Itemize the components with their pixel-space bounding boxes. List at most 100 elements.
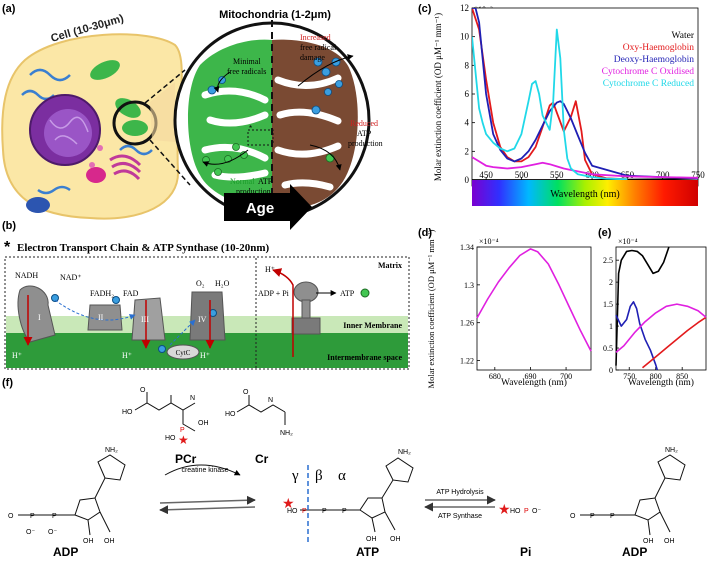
h-plus-label-3: H⁺ (200, 351, 210, 360)
inner-membrane-label: Inner Membrane (343, 321, 402, 330)
x-tick-label: 500 (515, 170, 529, 180)
panel-c-legend: Water Oxy-Haemoglobin Deoxy-Haemoglobin Cyt… (602, 31, 695, 89)
electron-path (169, 319, 196, 346)
y-tick-label: 2 (609, 278, 613, 287)
y-tick-label: 12 (460, 3, 469, 13)
atp-synthase-label: ATP Synthase (438, 513, 482, 520)
chromatin (49, 116, 89, 145)
matrix-label: Matrix (378, 261, 402, 270)
panel-e: (e) ×10⁻⁴ 750 800 850 0 0.5 1 1.5 2 2.5 Waveleng… (598, 227, 707, 388)
reduced-label-2: ATP (357, 129, 372, 138)
panel-e-series (615, 246, 707, 371)
free-radicals (207, 57, 343, 115)
h-plus-label-2: H⁺ (122, 351, 132, 360)
ck-forward-arrow (159, 495, 256, 505)
etc-star: * (249, 124, 252, 133)
atp-structure (300, 457, 414, 533)
x-tick-label: 850 (676, 372, 688, 381)
golgi-apparatus (109, 154, 142, 181)
series-line-oxy-haemoglobin (641, 316, 707, 369)
arrow-radicals (297, 54, 354, 87)
zoom-line (149, 139, 191, 186)
normal-label-3: production (236, 187, 271, 196)
cr-structure (236, 395, 286, 425)
fad-label: FAD (123, 289, 139, 298)
age-arrow (224, 184, 312, 230)
cr-label: Cr (255, 452, 269, 466)
panel-d-series (476, 248, 592, 352)
arrow-radicals (213, 71, 231, 93)
cell-mitochondrion (122, 120, 148, 136)
x-tick-label: 680 (489, 372, 501, 381)
normal-label-1: Normal (230, 177, 255, 186)
legend-entry: Deoxy-Haemoglobin (614, 55, 694, 65)
pi-om: O⁻ (532, 508, 541, 515)
increased-label-2: free radical (300, 43, 337, 52)
adp-right-label: ADP (622, 545, 647, 559)
zoom-beam (150, 82, 175, 142)
complex-4-label: IV (198, 315, 207, 324)
atp-oh1: OH (366, 536, 377, 543)
age-label: Age (246, 200, 274, 217)
panel-d-ylabel: Molar extinction coefficient (OD μM⁻¹ mm… (426, 229, 436, 388)
panel-b-label: (b) (2, 220, 16, 232)
y-tick-label: 1.5 (603, 300, 613, 309)
beta-label: β (315, 468, 323, 484)
h-plus-label-4: H⁺ (265, 265, 275, 274)
creatine-kinase-curve (164, 464, 241, 476)
legend-entry: Oxy-Haemoglobin (623, 43, 694, 53)
electron (158, 345, 166, 353)
panel-c-label: (c) (418, 3, 432, 15)
endoplasmic-reticulum (21, 68, 153, 195)
legend-entry: Water (672, 31, 695, 41)
arrow-atp (309, 144, 342, 171)
panel-f-label: (f) (2, 377, 13, 389)
cr-o: O (243, 389, 249, 396)
panel-d-ticks: 680 690 700 1.22 1.26 1.3 1.34 (460, 243, 572, 381)
pi-ho: HO (510, 508, 521, 515)
alpha-label: α (338, 468, 346, 484)
nad-label: NAD⁺ (60, 273, 82, 282)
legend-entry: Cytochrome C Oxidised (602, 67, 695, 77)
panel-c: (c) *10⁻³ 450500550600650700750024681012… (418, 3, 705, 206)
adp-left-nh2: NH₂ (105, 447, 118, 454)
vesicle (89, 162, 95, 168)
pcr-star-icon: ★ (178, 433, 189, 447)
pcr-p: P (180, 427, 185, 434)
pcr-o: O (140, 387, 146, 394)
aged-cristae (274, 74, 342, 191)
panel-e-multiplier: ×10⁻⁴ (618, 237, 638, 246)
h-plus-label-1: H⁺ (12, 351, 22, 360)
cytochrome-c (166, 344, 200, 360)
series-line-cytochrome-c-oxidised (476, 248, 592, 352)
y-tick-label: 4 (465, 118, 470, 128)
o2-label: O₂ (196, 279, 205, 288)
adp-left-oh1: OH (83, 538, 94, 545)
h2o-label: H₂O (215, 279, 230, 288)
complex-2-label: II (98, 313, 104, 322)
ck-reverse-arrow (159, 505, 256, 515)
reduced-label-1: Reduced (350, 119, 378, 128)
lysosome (26, 197, 50, 213)
atp-nh2: NH₂ (398, 449, 411, 456)
series-line-deoxy-haemoglobin (615, 301, 659, 371)
adp-right-oh2: OH (664, 538, 675, 545)
adp-left-om1: O⁻ (26, 529, 35, 536)
panel-c-xlabel: Wavelength (nm) (550, 189, 619, 200)
complex-3 (131, 297, 166, 341)
pcr-oh: OH (198, 420, 209, 427)
pcr-ho2: HO (165, 435, 176, 442)
y-tick-label: 10 (460, 32, 470, 42)
vesicle (86, 167, 106, 183)
atp-ho: HO (287, 508, 298, 515)
y-tick-label: 2.5 (603, 256, 613, 265)
zoom-line (144, 69, 186, 104)
increased-label-3: damage (300, 53, 325, 62)
panel-a: (a) Cell (10-30μm) (1, 3, 383, 230)
adp-left-o1: O (8, 513, 14, 520)
healthy-cristae (201, 87, 269, 181)
vesicle (97, 145, 103, 151)
atp-hydrolysis-label: ATP Hydrolysis (436, 489, 484, 496)
panel-c-ylabel: Molar extinction coefficient (OD μM⁻¹ mm… (433, 13, 443, 181)
adp-right-p2: P (610, 513, 615, 520)
